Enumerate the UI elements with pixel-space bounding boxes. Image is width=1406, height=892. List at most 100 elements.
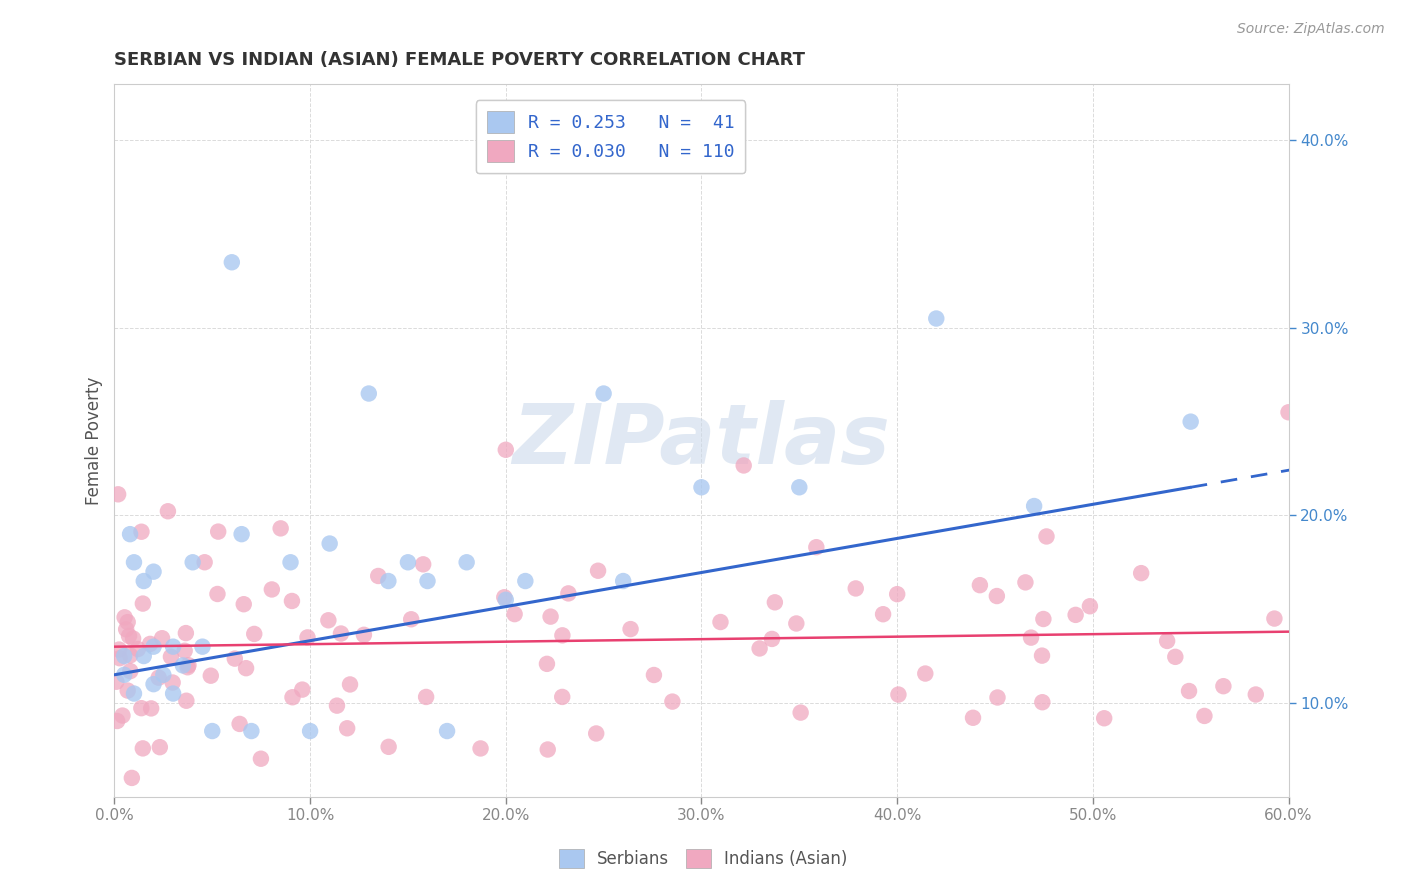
- Point: [139, 701, 162, 715]
- Point: [149, 740, 172, 755]
- Point: [224, 651, 246, 665]
- Text: SERBIAN VS INDIAN (ASIAN) FEMALE POVERTY CORRELATION CHART: SERBIAN VS INDIAN (ASIAN) FEMALE POVERTY…: [114, 51, 806, 69]
- Point: [787, 480, 810, 494]
- Point: [240, 724, 263, 739]
- Point: [250, 752, 273, 766]
- Point: [176, 660, 198, 674]
- Point: [108, 642, 131, 657]
- Point: [412, 558, 434, 572]
- Point: [495, 592, 517, 607]
- Point: [377, 574, 399, 588]
- Point: [733, 458, 755, 473]
- Point: [112, 667, 135, 681]
- Point: [280, 555, 302, 569]
- Point: [162, 640, 184, 654]
- Point: [886, 587, 908, 601]
- Point: [592, 386, 614, 401]
- Point: [353, 628, 375, 642]
- Point: [763, 595, 786, 609]
- Point: [173, 644, 195, 658]
- Point: [470, 741, 492, 756]
- Point: [281, 594, 304, 608]
- Point: [120, 648, 142, 663]
- Point: [845, 582, 868, 596]
- Text: ZIPatlas: ZIPatlas: [513, 400, 890, 481]
- Point: [150, 631, 173, 645]
- Point: [748, 641, 770, 656]
- Point: [142, 677, 165, 691]
- Point: [1019, 631, 1042, 645]
- Point: [503, 607, 526, 621]
- Point: [131, 701, 153, 715]
- Point: [1178, 684, 1201, 698]
- Point: [105, 674, 128, 689]
- Point: [336, 721, 359, 735]
- Point: [1194, 709, 1216, 723]
- Point: [785, 616, 807, 631]
- Point: [243, 627, 266, 641]
- Point: [148, 671, 170, 685]
- Point: [1244, 688, 1267, 702]
- Point: [270, 521, 292, 535]
- Legend: Serbians, Indians (Asian): Serbians, Indians (Asian): [553, 843, 853, 875]
- Point: [643, 668, 665, 682]
- Point: [399, 612, 422, 626]
- Point: [1024, 499, 1046, 513]
- Point: [260, 582, 283, 597]
- Point: [114, 610, 136, 624]
- Point: [872, 607, 894, 622]
- Point: [194, 555, 217, 569]
- Point: [232, 597, 254, 611]
- Point: [326, 698, 349, 713]
- Point: [118, 629, 141, 643]
- Point: [969, 578, 991, 592]
- Point: [132, 741, 155, 756]
- Point: [207, 587, 229, 601]
- Point: [174, 626, 197, 640]
- Point: [1164, 649, 1187, 664]
- Point: [172, 658, 194, 673]
- Point: [142, 640, 165, 654]
- Point: [551, 690, 574, 704]
- Point: [111, 708, 134, 723]
- Point: [619, 622, 641, 636]
- Point: [330, 626, 353, 640]
- Point: [291, 682, 314, 697]
- Point: [207, 524, 229, 539]
- Point: [986, 589, 1008, 603]
- Point: [191, 640, 214, 654]
- Point: [299, 724, 322, 739]
- Point: [201, 724, 224, 739]
- Point: [176, 694, 198, 708]
- Point: [228, 717, 250, 731]
- Point: [377, 739, 399, 754]
- Point: [709, 615, 731, 629]
- Point: [117, 615, 139, 629]
- Point: [1031, 695, 1053, 709]
- Point: [318, 613, 340, 627]
- Point: [690, 480, 713, 494]
- Point: [122, 687, 145, 701]
- Point: [120, 664, 142, 678]
- Point: [132, 648, 155, 663]
- Point: [1014, 575, 1036, 590]
- Point: [200, 669, 222, 683]
- Point: [612, 574, 634, 588]
- Point: [160, 649, 183, 664]
- Point: [416, 574, 439, 588]
- Point: [536, 657, 558, 671]
- Point: [1092, 711, 1115, 725]
- Point: [221, 255, 243, 269]
- Point: [1156, 634, 1178, 648]
- Point: [586, 564, 609, 578]
- Point: [537, 742, 560, 756]
- Point: [962, 711, 984, 725]
- Point: [585, 726, 607, 740]
- Point: [177, 658, 200, 673]
- Point: [1130, 566, 1153, 581]
- Point: [1032, 612, 1054, 626]
- Point: [357, 386, 380, 401]
- Point: [132, 597, 155, 611]
- Point: [117, 683, 139, 698]
- Point: [367, 569, 389, 583]
